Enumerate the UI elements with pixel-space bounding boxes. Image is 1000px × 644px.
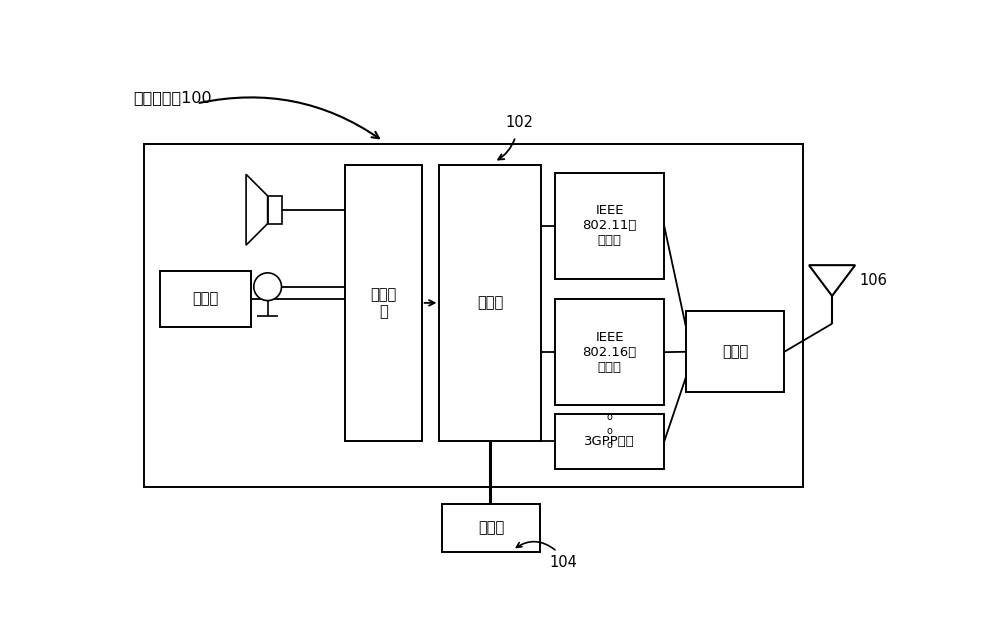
Text: IEEE
802.16网
络接口: IEEE 802.16网 络接口: [582, 330, 637, 374]
Text: 显示器: 显示器: [192, 292, 218, 307]
Bar: [268, 196, 282, 223]
Text: 计算机终端100: 计算机终端100: [134, 90, 212, 105]
Bar: [345, 165, 422, 440]
Bar: [555, 299, 664, 405]
Polygon shape: [246, 175, 268, 245]
Text: 102: 102: [505, 115, 533, 130]
Bar: [555, 414, 664, 469]
Bar: [160, 271, 251, 327]
Circle shape: [254, 273, 282, 301]
Bar: [442, 504, 540, 552]
Bar: [144, 144, 803, 487]
Text: 存储器: 存储器: [478, 520, 504, 535]
Text: 106: 106: [859, 273, 887, 288]
Polygon shape: [809, 265, 855, 296]
Text: IEEE
802.11网
络接口: IEEE 802.11网 络接口: [582, 204, 637, 247]
Bar: [555, 173, 664, 279]
Bar: [439, 165, 541, 440]
Text: 用户接
口: 用户接 口: [370, 287, 396, 319]
Text: 3GPP接口: 3GPP接口: [584, 435, 635, 448]
Bar: [686, 311, 784, 392]
Text: 处理器: 处理器: [477, 296, 503, 310]
Text: o
o
o: o o o: [607, 412, 612, 451]
Text: 耦合器: 耦合器: [722, 345, 748, 359]
Text: 104: 104: [549, 554, 577, 570]
